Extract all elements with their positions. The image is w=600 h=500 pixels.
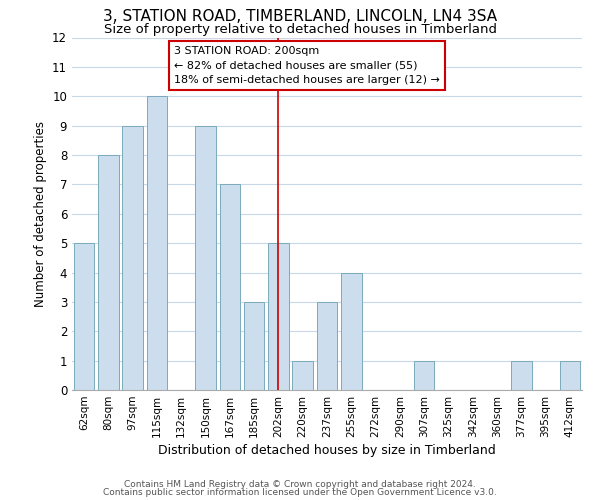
Bar (414, 360, 434, 390)
Text: Size of property relative to detached houses in Timberland: Size of property relative to detached ho… (104, 22, 497, 36)
Bar (195, 126, 216, 390)
Bar (122, 126, 143, 390)
Bar (341, 272, 362, 390)
Bar (511, 360, 532, 390)
Bar (74, 243, 94, 390)
Text: Contains public sector information licensed under the Open Government Licence v3: Contains public sector information licen… (103, 488, 497, 497)
Bar (244, 302, 265, 390)
Text: 3 STATION ROAD: 200sqm
← 82% of detached houses are smaller (55)
18% of semi-det: 3 STATION ROAD: 200sqm ← 82% of detached… (174, 46, 440, 85)
Bar (146, 96, 167, 390)
Bar (268, 243, 289, 390)
Bar (292, 360, 313, 390)
Text: 3, STATION ROAD, TIMBERLAND, LINCOLN, LN4 3SA: 3, STATION ROAD, TIMBERLAND, LINCOLN, LN… (103, 9, 497, 24)
Y-axis label: Number of detached properties: Number of detached properties (34, 120, 47, 306)
Bar (98, 155, 119, 390)
Bar (560, 360, 580, 390)
Text: Contains HM Land Registry data © Crown copyright and database right 2024.: Contains HM Land Registry data © Crown c… (124, 480, 476, 489)
Bar (317, 302, 337, 390)
X-axis label: Distribution of detached houses by size in Timberland: Distribution of detached houses by size … (158, 444, 496, 457)
Bar (220, 184, 240, 390)
